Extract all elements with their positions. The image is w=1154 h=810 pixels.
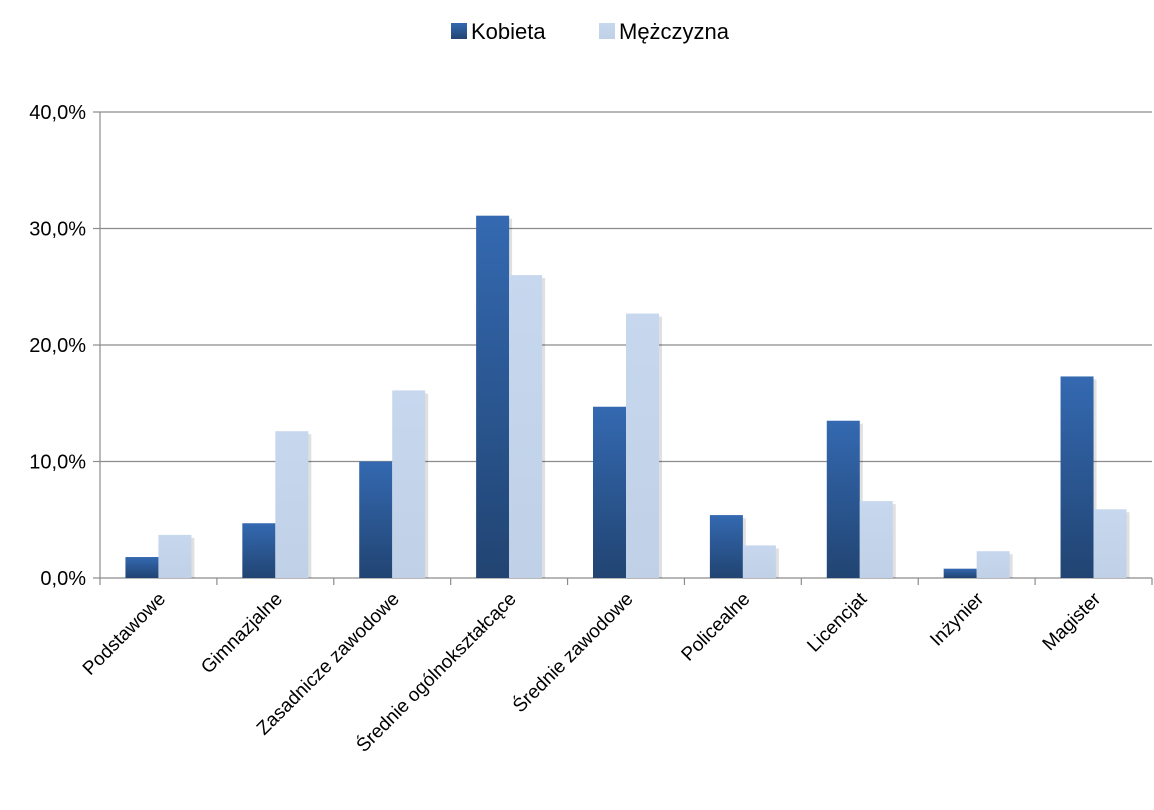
bar-mezczyzna-inzynier xyxy=(976,551,1010,578)
legend-swatch xyxy=(451,23,467,39)
bar-mezczyzna-podstawowe xyxy=(158,534,192,578)
legend-swatch xyxy=(599,23,615,39)
bar-kobieta-podstawowe xyxy=(125,557,159,578)
legend-entry-kobieta: Kobieta xyxy=(451,19,546,44)
bar-kobieta-policealne xyxy=(709,515,743,578)
legend-label: Mężczyzna xyxy=(619,19,730,44)
bar-kobieta-licencjat xyxy=(826,420,860,578)
bar-kobieta-zasadnicze-zawodowe xyxy=(359,461,393,578)
y-tick-label: 20,0% xyxy=(29,335,86,357)
x-category-label: Podstawowe xyxy=(79,589,170,680)
bar-mezczyzna-policealne xyxy=(742,545,776,578)
y-tick-label: 0,0% xyxy=(40,568,86,590)
bar-kobieta-inzynier xyxy=(943,568,977,578)
x-category-label: Policealne xyxy=(678,589,755,666)
bar-mezczyzna-gimnazjalne xyxy=(275,431,309,578)
bar-mezczyzna-zasadnicze-zawodowe xyxy=(392,390,426,578)
y-tick-label: 30,0% xyxy=(29,219,86,241)
bar-mezczyzna-srednie-zawodowe xyxy=(626,313,659,578)
bar-mezczyzna-srednie-ogolnoksztalcace xyxy=(509,275,543,578)
x-category-label: Inżynier xyxy=(926,588,988,650)
legend-label: Kobieta xyxy=(471,19,546,44)
y-tick-label: 10,0% xyxy=(29,452,86,474)
x-category-label: Gimnazjalne xyxy=(197,589,287,679)
legend: Kobieta Mężczyzna xyxy=(451,19,730,44)
bar-mezczyzna-magister xyxy=(1093,509,1127,578)
bar-kobieta-srednie-ogolnoksztalcace xyxy=(476,215,510,578)
x-category-label: Magister xyxy=(1039,588,1106,655)
y-tick-label: 40,0% xyxy=(29,102,86,124)
bar-mezczyzna-licencjat xyxy=(859,501,893,578)
bar-kobieta-srednie-zawodowe xyxy=(593,406,626,578)
bars xyxy=(125,215,1130,578)
bar-kobieta-magister xyxy=(1060,376,1094,578)
x-category-label: Licencjat xyxy=(803,588,871,656)
legend-entry-mezczyzna: Mężczyzna xyxy=(599,19,730,44)
bar-kobieta-gimnazjalne xyxy=(242,523,276,578)
x-category-label: Średnie zawodowe xyxy=(508,588,637,717)
y-axis-tick-labels: 0,0% 10,0% 20,0% 30,0% 40,0% xyxy=(29,102,86,590)
